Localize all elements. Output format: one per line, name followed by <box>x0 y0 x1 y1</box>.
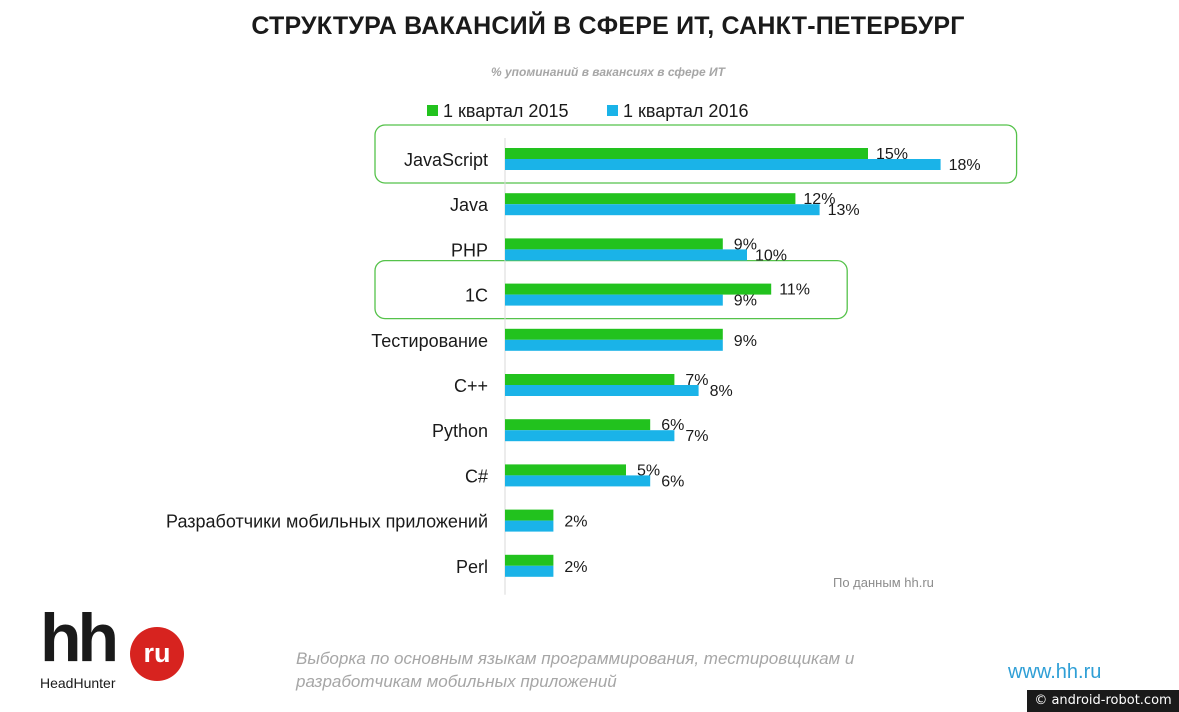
bar-2015-разработчики-мобильных-приложений <box>505 509 554 521</box>
bar-chart: JavaScript 15%18%Java 12%13%PHP 9%10%1С 11%9… <box>166 124 1018 595</box>
watermark: © android-robot.com <box>1027 690 1179 712</box>
bar-2015-php <box>505 238 723 250</box>
logo-mark: hh <box>40 600 119 676</box>
legend-swatch-2016 <box>607 105 618 116</box>
data-label-2015: 11% <box>779 282 810 299</box>
bar-2015-с <box>505 374 675 385</box>
bar-2015-javascript <box>505 148 868 159</box>
bar-2016-java <box>505 204 820 216</box>
bar-2015-perl <box>505 554 554 566</box>
category-label: С# <box>465 466 488 486</box>
headhunter-logo: hh ru HeadHunter <box>40 604 190 696</box>
footnote: Выборка по основным языкам программирова… <box>296 649 855 691</box>
bar-2016-тестирование <box>505 339 723 351</box>
category-label: С++ <box>454 376 488 396</box>
data-label-2015: 7% <box>685 372 708 389</box>
data-label-2015: 2% <box>564 514 587 531</box>
category-label: 1С <box>465 286 488 306</box>
data-label-2016: 7% <box>685 428 708 445</box>
bar-2015-тестирование <box>505 328 723 340</box>
category-label: JavaScript <box>404 150 488 170</box>
bar-2016-perl <box>505 565 554 577</box>
data-label-2016: 13% <box>828 202 860 219</box>
bar-2016-с <box>505 385 699 396</box>
site-link[interactable]: www.hh.ru <box>1008 661 1102 683</box>
data-label-2016: 9% <box>734 293 757 310</box>
bar-2015-1с <box>505 283 772 295</box>
bar-2016-1с <box>505 294 723 306</box>
category-label: Python <box>432 421 488 441</box>
highlight-box-1с <box>374 259 848 320</box>
data-label-2015: 5% <box>637 462 660 479</box>
data-label-2015: 9% <box>734 333 757 350</box>
data-label-2015: 12% <box>803 191 835 208</box>
bar-2016-python <box>505 430 675 442</box>
legend-label-2016: 1 квартал 2016 <box>623 101 749 121</box>
data-label-2015: 2% <box>564 559 587 576</box>
bar-2016-javascript <box>505 159 941 170</box>
data-label-2015: 6% <box>661 417 684 434</box>
legend-swatch-2015 <box>427 105 438 116</box>
data-label-2016: 6% <box>661 473 684 490</box>
legend-label-2015: 1 квартал 2015 <box>443 101 569 121</box>
source-note: По данным hh.ru <box>833 575 934 590</box>
bar-2015-python <box>505 419 651 431</box>
data-label-2015: 15% <box>876 146 908 163</box>
legend-item-2015: 1 квартал 2015 <box>427 101 568 122</box>
highlight-box-javascript <box>374 124 1018 184</box>
category-label: Perl <box>456 557 488 577</box>
data-label-2016: 18% <box>949 157 981 174</box>
bar-2016-разработчики-мобильных-приложений <box>505 520 554 532</box>
bar-2015-с <box>505 464 626 476</box>
legend-item-2016: 1 квартал 2016 <box>607 101 748 122</box>
data-label-2015: 9% <box>734 236 757 253</box>
category-label: Разработчики мобильных приложений <box>166 512 488 532</box>
chart-title: СТРУКТУРА ВАКАНСИЙ В СФЕРЕ ИТ, САНКТ-ПЕТ… <box>251 12 965 40</box>
category-label: Тестирование <box>371 331 488 351</box>
data-label-2016: 10% <box>755 247 787 264</box>
bar-2016-php <box>505 249 747 261</box>
category-label: Java <box>450 195 489 215</box>
logo-name: HeadHunter <box>40 675 116 691</box>
category-label: PHP <box>451 240 488 260</box>
chart-subtitle: % упоминаний в вакансиях в сфере ИТ <box>491 65 725 79</box>
logo-badge: ru <box>130 627 184 681</box>
bar-2015-java <box>505 193 796 205</box>
bar-2016-с <box>505 475 651 487</box>
data-label-2016: 8% <box>710 383 733 400</box>
